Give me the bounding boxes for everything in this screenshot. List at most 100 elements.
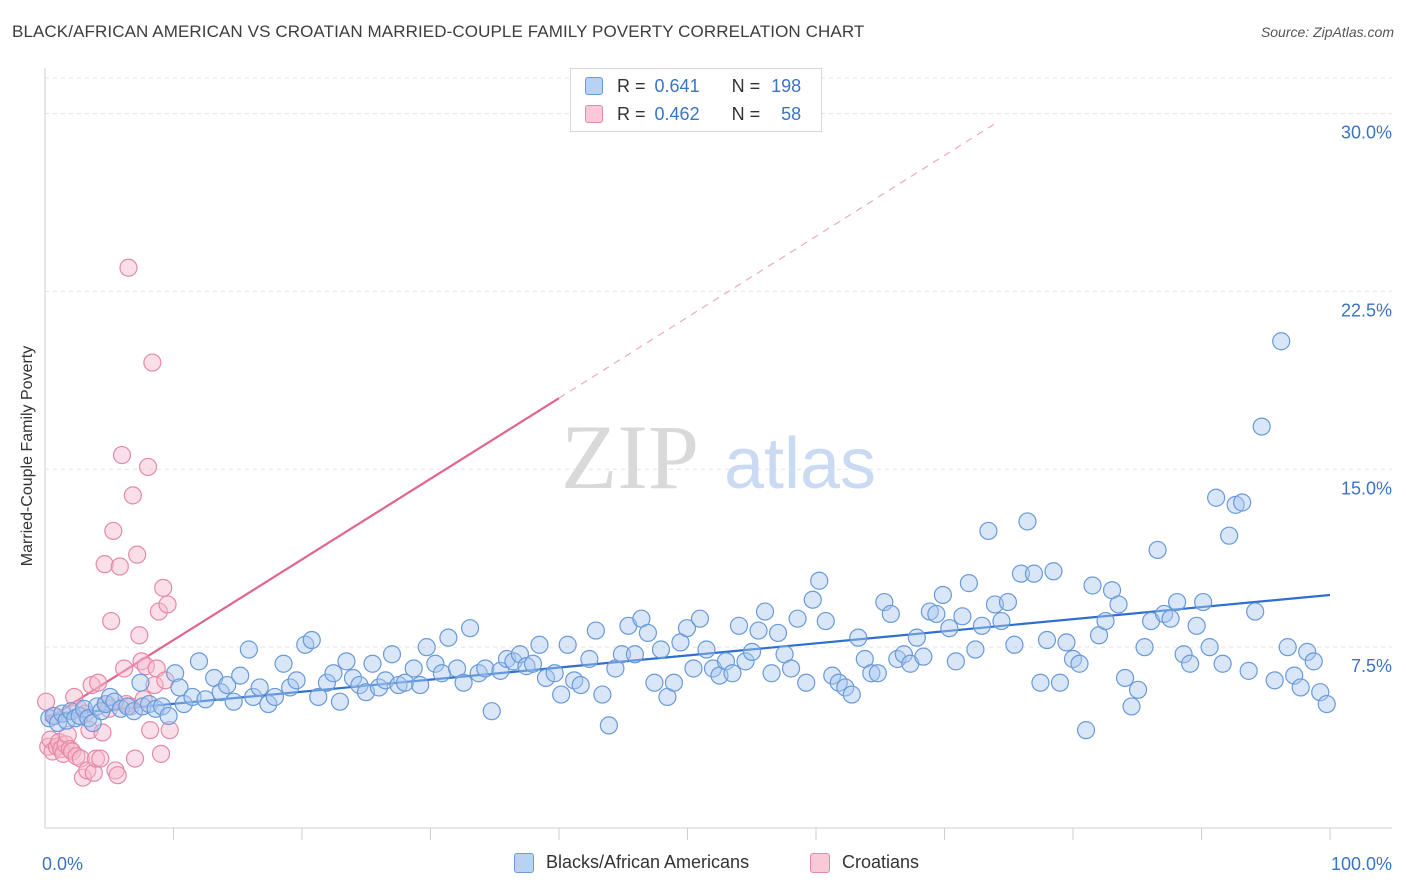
blacks-point <box>196 690 215 709</box>
blacks-point <box>836 678 855 697</box>
blacks-point <box>1135 638 1154 657</box>
blacks-point <box>131 673 150 692</box>
blacks-point <box>810 571 829 590</box>
blacks-point <box>1148 540 1167 560</box>
blacks-point <box>927 604 946 624</box>
blacks-point <box>1233 493 1252 512</box>
blacks-points <box>40 332 1336 740</box>
blacks-point <box>1076 721 1096 740</box>
blacks-point <box>1161 609 1180 628</box>
blacks-point <box>946 652 965 671</box>
blacks-point <box>571 675 590 695</box>
blacks-point <box>1109 595 1128 614</box>
croatians-point <box>58 725 77 744</box>
blacks-point <box>992 611 1011 631</box>
blacks-point <box>966 640 985 659</box>
blacks-point <box>868 664 887 683</box>
croatians-point <box>95 555 114 574</box>
blacks-point <box>382 645 402 664</box>
legend-item-croatians[interactable]: Croatians <box>810 852 919 873</box>
watermark-zip: ZIP <box>561 406 699 508</box>
croatians-point <box>65 687 84 707</box>
blacks-point <box>1246 602 1265 621</box>
blacks-point <box>330 692 350 711</box>
blacks-point <box>124 702 144 721</box>
croatians-point <box>141 721 160 740</box>
blacks-point <box>530 635 549 654</box>
croatians-points <box>36 258 179 787</box>
blacks-point <box>244 687 263 707</box>
croatians-point <box>123 486 142 505</box>
blacks-point <box>1304 652 1323 671</box>
blacks-point <box>337 652 356 671</box>
blacks-point <box>1317 694 1336 714</box>
croatians-point <box>108 766 127 785</box>
r-label: R = <box>617 103 646 124</box>
croatians-point <box>160 721 179 740</box>
blacks-point <box>593 685 612 704</box>
croatians-point <box>138 457 158 477</box>
blacks-point <box>432 664 451 683</box>
blacks-point <box>1265 671 1284 690</box>
blacks-point <box>736 652 755 671</box>
watermark: ZIP atlas <box>561 406 876 508</box>
blacks-point <box>153 697 172 716</box>
blacks-point <box>558 635 577 654</box>
blacks-point <box>287 671 306 690</box>
blacks-point <box>1031 673 1050 692</box>
legend-item-blacks[interactable]: Blacks/African Americans <box>514 852 749 873</box>
blacks-point <box>684 659 703 678</box>
croatians-point <box>104 521 123 541</box>
blacks-point <box>849 628 868 647</box>
blacks-point <box>170 678 189 697</box>
blacks-point <box>460 619 480 638</box>
blacks-point <box>823 666 842 685</box>
croatians-trend-extension <box>558 122 997 399</box>
croatians-point <box>119 258 138 277</box>
blacks-point <box>302 630 321 650</box>
blacks-point <box>476 659 495 678</box>
croatians-point <box>154 578 173 597</box>
croatians-point <box>93 723 112 742</box>
axes <box>44 68 1392 840</box>
croatians-point <box>115 659 134 678</box>
croatians-point <box>128 545 147 564</box>
blacks-point <box>881 604 900 624</box>
blacks-point <box>482 702 501 721</box>
croatians-point <box>136 657 155 676</box>
blacks-point <box>552 685 571 704</box>
blacks-point <box>545 664 564 683</box>
blacks-point <box>1181 654 1200 673</box>
blacks-point <box>625 645 645 664</box>
blacks-point <box>729 616 749 635</box>
y-tick-label: 7.5% <box>1351 656 1392 676</box>
x-tick-label: 100.0% <box>1331 854 1392 874</box>
blacks-point <box>1070 654 1089 673</box>
croatians-trend-line <box>44 397 560 722</box>
source-label: Source: ZipAtlas.com <box>1260 24 1394 40</box>
blacks-point <box>768 623 788 643</box>
blacks-point <box>426 654 445 673</box>
blacks-point <box>411 675 430 695</box>
blacks-point <box>350 675 369 695</box>
blacks-point <box>1096 611 1115 631</box>
blacks-point <box>1187 616 1206 635</box>
chart-title: BLACK/AFRICAN AMERICAN VS CROATIAN MARRI… <box>12 22 865 41</box>
blacks-point <box>664 673 684 692</box>
blacks-point <box>894 645 913 664</box>
grid-lines <box>45 77 1392 648</box>
blacks-point <box>797 673 816 692</box>
stats-row-croatians: R = 0.462 N = 58 <box>585 103 801 125</box>
stats-legend: R = 0.641 N = 198 R = 0.462 N = 58 <box>570 68 822 132</box>
blacks-point <box>1128 680 1148 699</box>
blacks-point <box>1168 592 1187 612</box>
blacks-point <box>781 659 801 678</box>
croatians-point <box>112 445 132 465</box>
blacks-point <box>1057 633 1076 652</box>
blacks-point <box>439 628 458 647</box>
blacks-point <box>612 645 631 664</box>
blacks-point <box>998 592 1018 612</box>
legend-label-croatians: Croatians <box>842 852 920 872</box>
blacks-point <box>218 675 237 695</box>
blacks-point <box>1207 488 1226 507</box>
